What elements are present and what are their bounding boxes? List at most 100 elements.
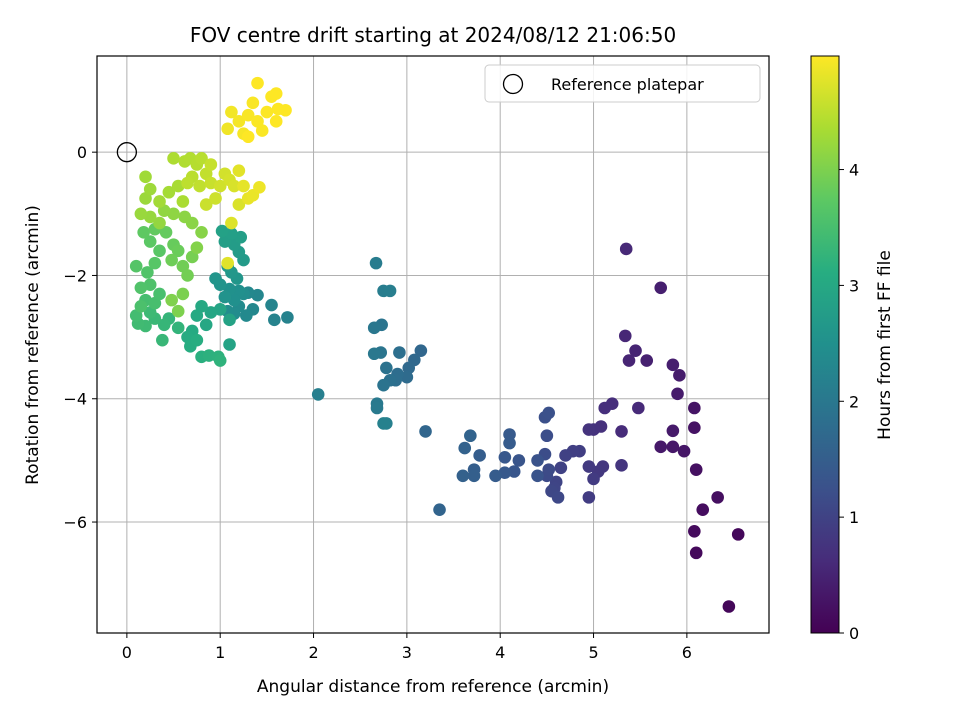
data-point [531, 469, 544, 483]
data-point [554, 461, 568, 475]
data-point [227, 179, 241, 193]
data-point [213, 179, 227, 193]
data-point [134, 281, 148, 295]
data-point [281, 311, 294, 324]
data-point [498, 451, 512, 464]
data-point [159, 226, 173, 239]
data-point [559, 449, 572, 462]
data-point [598, 401, 612, 415]
data-point [190, 241, 204, 255]
data-point [202, 349, 216, 362]
data-point [393, 346, 406, 359]
data-point [689, 546, 703, 560]
data-point [181, 176, 194, 190]
x-tick-label: 4 [495, 643, 505, 662]
data-point [215, 224, 229, 238]
data-point [587, 472, 600, 486]
legend-box [484, 64, 761, 103]
data-point [218, 290, 232, 304]
data-point [531, 454, 544, 467]
data-point [673, 369, 686, 382]
data-point [193, 179, 206, 193]
data-point [134, 299, 148, 313]
data-point [582, 460, 596, 473]
legend: Reference platepar [484, 64, 761, 103]
data-point [666, 440, 680, 454]
data-point [178, 210, 192, 224]
data-point [377, 417, 390, 430]
data-point [139, 170, 152, 184]
y-tick-label: 0 [77, 143, 87, 162]
data-point [232, 198, 246, 211]
data-point [666, 424, 680, 438]
data-point [542, 406, 556, 420]
data-point [251, 76, 264, 90]
legend-marker [502, 73, 524, 95]
data-point [615, 425, 628, 438]
data-point [181, 269, 194, 282]
data-point [176, 195, 190, 208]
data-point [153, 216, 166, 230]
data-point [629, 344, 642, 357]
data-point [253, 181, 266, 194]
data-point [458, 441, 472, 455]
data-point [419, 425, 432, 438]
colorbar-label: Hours from first FF file [875, 250, 895, 440]
data-point [260, 105, 274, 119]
colorbar-gradient [810, 55, 840, 634]
colorbar-tick-label: 1 [849, 508, 859, 527]
data-point [165, 293, 178, 307]
data-point [225, 216, 238, 230]
data-point [209, 192, 222, 205]
x-tick-label: 6 [682, 643, 692, 662]
data-point [632, 401, 645, 415]
data-point [143, 235, 157, 248]
data-point [618, 329, 632, 343]
data-point [225, 105, 238, 119]
data-point [265, 298, 278, 312]
data-point [467, 469, 481, 483]
data-point [223, 338, 236, 351]
data-point [171, 304, 185, 318]
data-point [223, 313, 236, 327]
data-point [162, 185, 176, 199]
data-point [582, 491, 596, 504]
data-point [456, 469, 470, 483]
data-point [190, 333, 204, 347]
data-point [414, 344, 428, 357]
data-point [367, 321, 381, 335]
data-point [615, 459, 628, 472]
data-point [153, 244, 166, 258]
data-point [209, 272, 222, 285]
data-point [551, 491, 565, 504]
data-point [582, 423, 596, 436]
data-point [671, 387, 684, 401]
data-point [383, 284, 397, 298]
data-point [199, 198, 213, 211]
data-point [255, 124, 269, 137]
data-point [489, 469, 502, 483]
x-tick-label: 5 [588, 643, 598, 662]
data-point [232, 164, 246, 177]
data-point [269, 87, 283, 100]
data-point [507, 465, 521, 478]
data-point [204, 306, 218, 319]
data-point [689, 463, 703, 476]
legend-label: Reference platepar [551, 75, 704, 94]
data-point [237, 179, 250, 193]
plot-frame [96, 55, 770, 634]
data-point [213, 354, 227, 367]
data-point [167, 152, 180, 165]
data-point [171, 321, 185, 335]
data-point [241, 130, 255, 144]
x-tick-label: 0 [122, 643, 132, 662]
data-point [195, 152, 208, 165]
data-point [221, 256, 234, 270]
data-point [696, 503, 710, 517]
data-point [688, 524, 701, 538]
data-point [240, 309, 253, 322]
data-point [141, 266, 154, 279]
y-axis-label: Rotation from reference (arcmin) [23, 205, 43, 485]
data-point [221, 122, 234, 136]
